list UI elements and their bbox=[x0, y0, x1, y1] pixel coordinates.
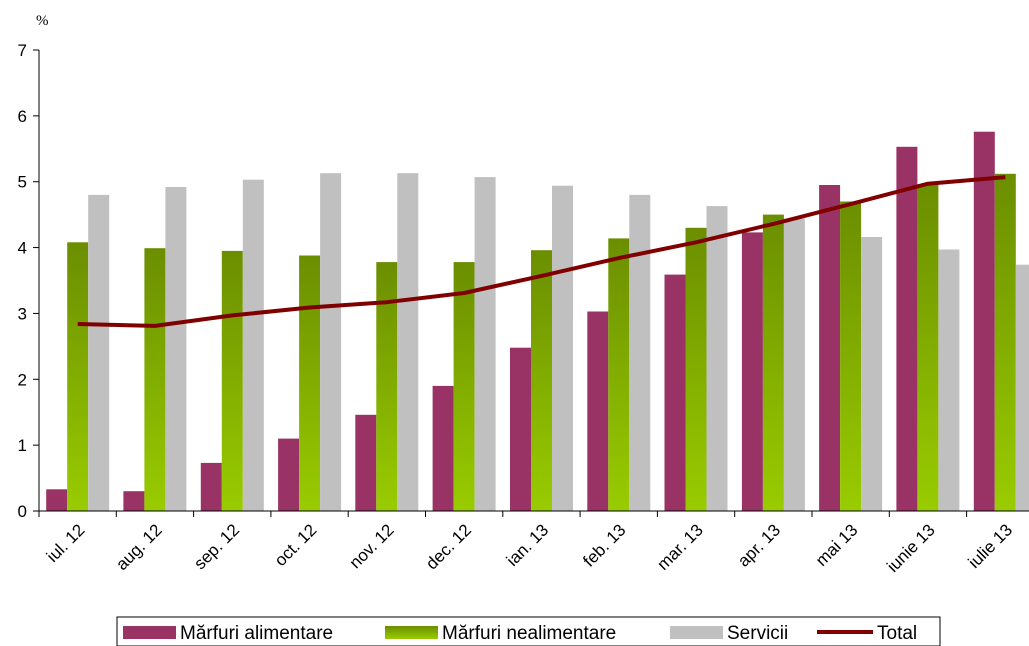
bar-nealimentare bbox=[221, 250, 243, 511]
x-tick-label: nov. 12 bbox=[346, 520, 398, 572]
bar-alimentare bbox=[355, 414, 377, 511]
y-unit-label: % bbox=[36, 13, 49, 29]
bar-nealimentare bbox=[376, 262, 398, 511]
y-tick-label: 3 bbox=[18, 304, 27, 323]
legend-label: Mărfuri nealimentare bbox=[442, 623, 616, 644]
legend-swatch bbox=[123, 626, 176, 639]
bar-alimentare bbox=[896, 146, 918, 512]
x-tick-label: ian. 13 bbox=[503, 520, 553, 570]
bar-nealimentare bbox=[67, 242, 89, 512]
bar-nealimentare bbox=[531, 250, 552, 511]
bar-nealimentare bbox=[453, 262, 475, 511]
bar-nealimentare bbox=[608, 238, 630, 511]
y-tick-label: 1 bbox=[18, 436, 27, 455]
bar-servicii bbox=[242, 179, 264, 511]
legend-box bbox=[116, 616, 941, 646]
y-tick-label: 4 bbox=[18, 239, 27, 258]
total-line-layer bbox=[77, 175, 1006, 328]
legend-label: Servicii bbox=[727, 623, 788, 644]
bar-alimentare bbox=[510, 347, 531, 511]
x-tick-label: iulie 13 bbox=[965, 520, 1017, 572]
bar-alimentare bbox=[973, 131, 995, 511]
legend-swatch bbox=[670, 626, 723, 639]
x-tick-label: sep. 12 bbox=[190, 520, 243, 573]
bar-servicii bbox=[706, 206, 728, 511]
x-tick-label: aug. 12 bbox=[112, 520, 166, 574]
y-tick-label: 0 bbox=[18, 502, 27, 521]
bar-alimentare bbox=[123, 491, 145, 511]
bar-alimentare bbox=[587, 311, 609, 511]
bar-alimentare bbox=[741, 232, 763, 511]
x-tick-label: mai 13 bbox=[812, 520, 862, 570]
bar-servicii bbox=[938, 249, 960, 511]
bar-servicii bbox=[88, 194, 110, 511]
y-tick-label: 6 bbox=[18, 107, 27, 126]
bar-alimentare bbox=[46, 489, 68, 511]
x-tick-label: iul. 12 bbox=[43, 520, 89, 566]
x-tick-label: mar. 13 bbox=[653, 520, 707, 574]
x-tick-label: dec. 12 bbox=[422, 520, 475, 573]
bar-servicii bbox=[783, 218, 805, 511]
bar-servicii bbox=[861, 237, 883, 511]
bar-servicii bbox=[397, 173, 419, 511]
bar-nealimentare bbox=[144, 248, 166, 511]
y-tick-label: 5 bbox=[18, 173, 27, 192]
legend: Mărfuri alimentare Mărfuri nealimentare Se… bbox=[116, 616, 941, 646]
bar-servicii bbox=[1015, 264, 1029, 511]
bar-servicii bbox=[320, 173, 342, 511]
bar-servicii bbox=[552, 185, 573, 511]
x-tick-label: iunie 13 bbox=[883, 520, 939, 576]
bar-servicii bbox=[629, 194, 651, 511]
bar-nealimentare bbox=[762, 214, 784, 511]
legend-swatch bbox=[385, 626, 438, 639]
bar-nealimentare bbox=[840, 201, 862, 511]
legend-label: Total bbox=[877, 623, 917, 644]
x-tick-label: feb. 13 bbox=[579, 520, 629, 570]
x-tick-label: oct. 12 bbox=[271, 520, 321, 570]
bar-alimentare bbox=[200, 462, 222, 511]
bar-nealimentare bbox=[299, 255, 321, 511]
total-line bbox=[77, 175, 1006, 328]
bar-alimentare bbox=[664, 274, 686, 511]
bar-alimentare bbox=[432, 385, 454, 511]
x-tick-label: apr. 13 bbox=[734, 520, 784, 570]
bar-servicii bbox=[165, 187, 187, 511]
bar-nealimentare bbox=[917, 184, 939, 512]
bar-nealimentare bbox=[685, 227, 707, 512]
bar-nealimentare bbox=[994, 173, 1016, 512]
bar-alimentare bbox=[278, 438, 300, 511]
legend-label: Mărfuri alimentare bbox=[180, 623, 333, 644]
bar-alimentare bbox=[819, 185, 841, 511]
y-tick-label: 7 bbox=[18, 41, 27, 60]
bar-servicii bbox=[474, 177, 496, 511]
y-tick-label: 2 bbox=[18, 370, 27, 389]
